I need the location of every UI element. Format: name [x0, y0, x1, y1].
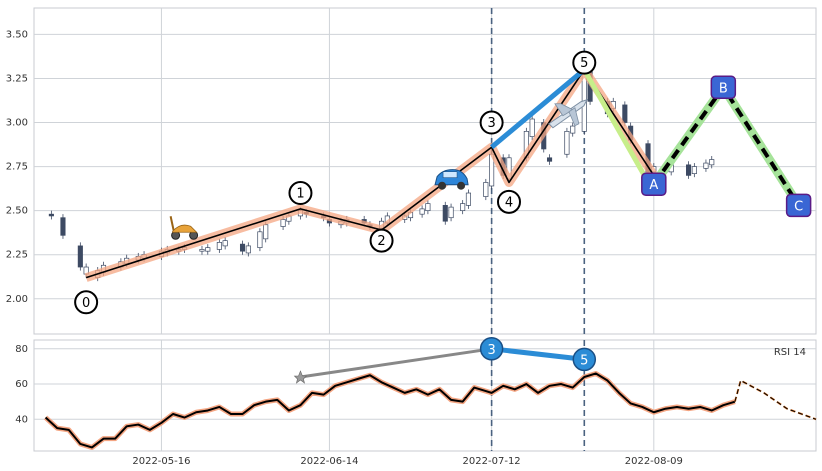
candle-body — [60, 217, 66, 236]
candle-body — [703, 162, 709, 169]
rsi-vertical-markers — [490, 340, 586, 451]
candle-body — [257, 231, 263, 249]
rsi-line — [44, 372, 736, 449]
airplane-icon — [548, 98, 588, 129]
candle-body — [245, 245, 251, 254]
candle-body — [222, 240, 228, 247]
candle-body — [570, 125, 576, 134]
rsi-series — [43, 346, 817, 450]
price-plot-area — [33, 7, 817, 335]
candle-body — [460, 203, 466, 211]
wave-label-text: 5 — [580, 56, 588, 71]
candle-body — [425, 203, 431, 211]
rsi-y-tick-label: 60 — [15, 379, 28, 390]
wave-label-circle — [369, 228, 394, 253]
x-tick-label: 2022-05-16 — [132, 456, 190, 467]
abc-label-box — [710, 75, 737, 100]
wave-label-circle — [572, 50, 597, 75]
rsi-legend: RSI 14 — [774, 347, 806, 358]
wave-icons — [169, 98, 588, 240]
rsi-divergence-line — [491, 346, 585, 362]
candle-body — [239, 243, 246, 252]
star-icon — [293, 370, 308, 384]
candle-body — [48, 213, 54, 217]
abc-label-box — [785, 193, 812, 218]
candle-body — [77, 245, 83, 268]
car-window — [442, 171, 458, 178]
price-y-tick-label: 3.00 — [6, 118, 28, 129]
price-y-tick-label: 2.25 — [6, 250, 28, 261]
wave-label-circle — [479, 110, 504, 135]
x-tick-label: 2022-08-09 — [625, 456, 683, 467]
abc-label-box — [641, 172, 667, 196]
wave-label-circle — [288, 181, 313, 206]
x-axis: 2022-05-16 2022-06-14 2022-07-12 2022-08-09 — [132, 456, 682, 467]
scooter-body — [172, 224, 198, 233]
rsi-y-axis: 40 60 80 — [15, 344, 28, 425]
scooter-icon — [169, 216, 199, 240]
candle-body — [216, 242, 222, 250]
candle-body — [263, 224, 269, 240]
price-panel: 2.00 2.25 2.50 2.75 3.00 3.25 3.50 0 1 2 3 4 5 A B C — [6, 7, 817, 335]
candle-body — [622, 104, 628, 123]
candle-body — [205, 247, 211, 252]
candle-body — [691, 166, 697, 174]
wave-label-text: 2 — [377, 234, 385, 249]
car-wheel — [438, 181, 447, 190]
abc-label-text: B — [719, 81, 728, 96]
airplane-wing — [568, 107, 580, 127]
rsi-peak-line — [300, 347, 492, 379]
rsi-y-tick-label: 40 — [15, 414, 28, 425]
rsi-y-tick-label: 80 — [15, 344, 28, 355]
rsi-divergence-circle — [572, 347, 597, 372]
price-y-tick-label: 2.00 — [6, 294, 28, 305]
candle-body — [546, 157, 553, 162]
candle-body — [483, 182, 489, 197]
car-icon — [434, 169, 469, 190]
candle-body — [709, 159, 715, 166]
wave-label-text: 1 — [296, 187, 304, 202]
candle-body — [280, 219, 286, 227]
divergence-line — [490, 67, 586, 150]
car-wheel — [457, 181, 466, 190]
wave-label-text: 3 — [487, 116, 495, 131]
abc-leg-5a — [582, 68, 656, 194]
candle-body — [419, 208, 425, 215]
candle-body — [564, 131, 570, 155]
candle-body — [199, 249, 205, 252]
rsi-projection-line — [734, 379, 817, 420]
rsi-divergence-text: 3 — [487, 343, 495, 358]
x-tick-label: 2022-06-14 — [300, 456, 358, 467]
candle-body — [442, 205, 448, 222]
wave-label-circle — [74, 290, 99, 315]
rsi-divergence-text: 5 — [580, 353, 588, 368]
candle-body — [465, 192, 471, 206]
price-y-tick-label: 3.25 — [6, 73, 28, 84]
price-y-tick-label: 2.50 — [6, 206, 28, 217]
candle-body — [686, 164, 692, 176]
candle-body — [448, 206, 454, 219]
candle-body — [529, 118, 535, 137]
rsi-divergence-circle — [479, 337, 504, 361]
wave-labels: 0 1 2 3 4 5 A B C — [74, 50, 812, 315]
wave-label-text: 4 — [505, 195, 513, 210]
price-y-axis: 2.00 2.25 2.50 2.75 3.00 3.25 3.50 — [6, 29, 28, 304]
scooter-handle — [169, 216, 175, 231]
wave-label-text: 0 — [82, 296, 90, 311]
price-divergence-line — [490, 67, 586, 150]
airplane-body — [548, 98, 588, 129]
price-y-tick-label: 3.50 — [6, 29, 28, 40]
wave-label-circle — [496, 189, 521, 214]
abc-label-text: C — [794, 199, 803, 214]
x-tick-label: 2022-07-12 — [463, 456, 521, 467]
price-y-tick-label: 2.75 — [6, 162, 28, 173]
rsi-divergence-labels: 35 — [479, 337, 597, 372]
abc-label-text: A — [649, 178, 658, 193]
